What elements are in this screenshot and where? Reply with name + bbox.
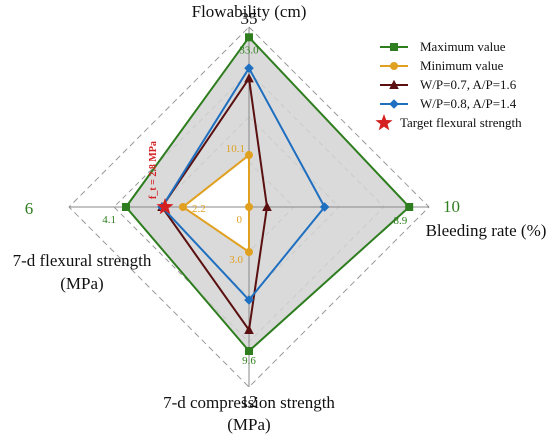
axis-title-flexural-line-1: (MPa) — [60, 274, 103, 293]
series-1-point-flexural — [179, 203, 187, 211]
series-layer — [69, 27, 429, 387]
min-value-label-bleeding: 0 — [237, 214, 243, 226]
axis-max-compression: 12 — [241, 392, 258, 411]
series-2-point-flowability — [244, 73, 254, 83]
legend-marker-series-3 — [389, 99, 399, 109]
min-value-label-flexural: 2.2 — [192, 203, 206, 215]
axis-max-flowability: 35 — [241, 9, 258, 28]
min-value-label-flowability: 10.1 — [226, 143, 245, 155]
series-1-point-compression — [245, 248, 253, 256]
max-value-label-flexural: 4.1 — [102, 214, 116, 226]
series-0-point-flowability — [245, 33, 253, 42]
legend: Maximum value Minimum value W/P=0.7, A/P=1… — [375, 39, 522, 131]
legend-label-series-3: W/P=0.8, A/P=1.4 — [420, 96, 517, 111]
target-label: f_t = 2.8 MPa — [148, 141, 159, 199]
series-1-point-bleeding — [245, 203, 253, 211]
legend-label-series-1: Minimum value — [420, 58, 504, 73]
legend-label-series-0: Maximum value — [420, 39, 506, 54]
max-value-label-bleeding: 8.9 — [393, 215, 407, 227]
axis-max-flexural: 6 — [25, 199, 34, 218]
series-2-point-bleeding — [262, 201, 272, 211]
max-area-fill — [126, 37, 410, 352]
max-value-label-flowability: 33.0 — [239, 44, 259, 56]
series-3-point-bleeding — [319, 202, 330, 212]
min-area-fill — [183, 155, 249, 252]
min-value-label-compression: 3.0 — [229, 254, 243, 266]
axis-title-compression-line-1: (MPa) — [227, 415, 270, 434]
series-1-point-flowability — [245, 151, 253, 160]
max-value-label-compression: 9.6 — [242, 355, 256, 367]
labels-layer: f_t = 2.8 MPa 33.0 8.9 9.6 4.1 10.1 0 3.0 2.2 35 1… — [13, 2, 547, 434]
axis-max-bleeding: 10 — [443, 197, 460, 216]
series-3-point-flowability — [244, 63, 254, 73]
series-0-point-flexural — [122, 203, 130, 211]
legend-label-target: Target flexural strength — [400, 115, 522, 130]
axis-title-bleeding: Bleeding rate (%) — [426, 221, 547, 240]
legend-marker-series-0 — [390, 43, 398, 51]
series-3-point-compression — [244, 295, 254, 305]
axis-title-compression: 7-d compression strength — [163, 393, 335, 412]
target-point — [156, 198, 174, 215]
series-2-point-compression — [244, 324, 254, 334]
legend-marker-series-1 — [390, 62, 398, 70]
series-0-point-compression — [245, 347, 253, 355]
axis-title-flowability: Flowability (cm) — [192, 2, 307, 21]
legend-marker-series-2 — [389, 79, 399, 89]
legend-label-series-2: W/P=0.7, A/P=1.6 — [420, 77, 517, 92]
legend-marker-target — [375, 114, 393, 131]
series-0-point-bleeding — [405, 203, 414, 211]
axis-title-flexural: 7-d flexural strength — [13, 251, 152, 270]
